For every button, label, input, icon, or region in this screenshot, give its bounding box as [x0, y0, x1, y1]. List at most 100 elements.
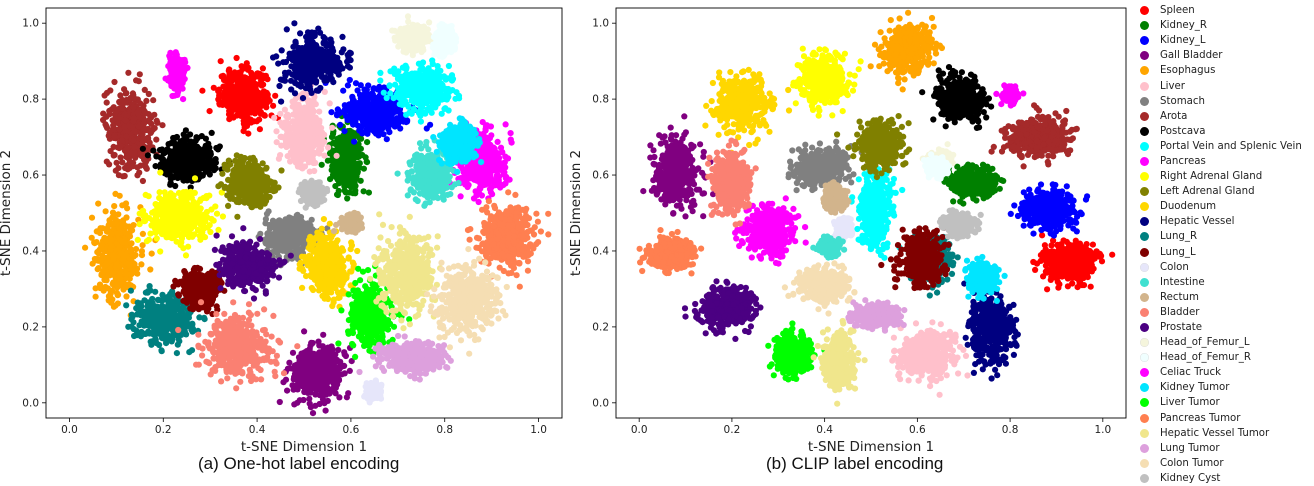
scatter-point [273, 139, 280, 146]
scatter-point [281, 119, 289, 126]
scatter-point [419, 103, 426, 111]
panel-a-scatter-plot: 0.0 0.2 0.4 0.6 0.8 1.00.00.20.40.60.81.0t-SN… [0, 7, 563, 455]
scatter-point [316, 108, 323, 115]
scatter-point [294, 377, 301, 384]
scatter-point [429, 70, 436, 77]
scatter-point [316, 342, 323, 349]
scatter-point [329, 352, 336, 359]
scatter-point [293, 365, 300, 372]
scatter-point [208, 129, 215, 136]
scatter-point [122, 117, 129, 124]
scatter-point [115, 172, 122, 179]
scatter-point [111, 203, 118, 210]
scatter-point [301, 328, 308, 335]
scatter-point [261, 89, 268, 96]
scatter-point [210, 84, 217, 91]
scatter-point [286, 214, 293, 221]
scatter-point [107, 246, 114, 253]
scatter-point [212, 165, 219, 172]
scatter-point [294, 240, 301, 247]
scatter-point [500, 171, 508, 178]
scatter-point [257, 80, 264, 87]
scatter-point [435, 76, 442, 84]
scatter-point [243, 84, 250, 91]
scatter-point [445, 62, 452, 70]
scatter-point [146, 116, 153, 124]
scatter-point [226, 66, 233, 73]
scatter-point [350, 97, 357, 104]
scatter-point [182, 189, 189, 196]
scatter-point [123, 214, 130, 221]
scatter-point [363, 126, 370, 133]
scatter-point [289, 349, 297, 356]
scatter-point [102, 208, 109, 215]
scatter-point [356, 127, 363, 134]
scatter-point [113, 220, 120, 227]
scatter-point [126, 164, 133, 171]
scatter-point [333, 112, 341, 119]
scatter-point [191, 175, 199, 182]
scatter-point [426, 104, 433, 111]
scatter-point [154, 119, 161, 126]
scatter-point [335, 187, 342, 195]
scatter-point [109, 269, 116, 276]
scatter-point [276, 398, 283, 406]
scatter-point [291, 219, 298, 226]
scatter-point [344, 195, 351, 202]
scatter-point [276, 225, 283, 232]
scatter-point [508, 139, 515, 146]
scatter-point [185, 243, 192, 250]
scatter-point [199, 158, 206, 165]
scatter-point [311, 167, 318, 175]
scatter-point [122, 200, 130, 207]
scatter-point [340, 170, 347, 177]
scatter-point [286, 359, 293, 366]
scatter-point [346, 76, 353, 84]
scatter-point [176, 173, 183, 180]
scatter-point [266, 221, 273, 229]
scatter-point [103, 158, 110, 165]
scatter-point [200, 233, 207, 240]
scatter-point [473, 192, 480, 199]
scatter-point [125, 152, 132, 159]
scatter-point [117, 142, 124, 150]
scatter-point [406, 109, 413, 116]
scatter-point [182, 127, 189, 134]
scatter-point [304, 115, 311, 122]
scatter-point [494, 138, 501, 145]
scatter-point [338, 146, 345, 153]
scatter-point [394, 70, 401, 77]
scatter-point [196, 150, 203, 157]
scatter-point [110, 104, 117, 111]
scatter-point [312, 402, 319, 409]
scatter-point [471, 176, 478, 183]
scatter-point [339, 156, 347, 163]
scatter-point [157, 248, 164, 255]
scatter-point [98, 245, 105, 252]
scatter-point [165, 164, 172, 171]
scatter-point [316, 392, 323, 399]
scatter-point [93, 228, 100, 235]
scatter-point [256, 98, 263, 105]
scatter-point [108, 230, 115, 237]
scatter-point [192, 163, 199, 170]
scatter-point [301, 145, 308, 152]
scatter-point [207, 151, 214, 158]
scatter-point [121, 86, 128, 93]
scatter-point [326, 390, 333, 397]
scatter-point [137, 100, 144, 107]
scatter-point [281, 106, 288, 113]
scatter-point [214, 146, 222, 153]
scatter-point [138, 252, 146, 259]
scatter-point [348, 146, 355, 153]
scatter-point [306, 103, 313, 110]
scatter-point [287, 238, 294, 245]
scatter-point [183, 136, 190, 144]
scatter-point [102, 121, 109, 128]
scatter-point [180, 150, 187, 157]
scatter-point [113, 281, 120, 288]
scatter-point [157, 169, 164, 176]
scatter-point [231, 86, 239, 93]
scatter-point [167, 140, 175, 147]
scatter-point [294, 147, 301, 154]
